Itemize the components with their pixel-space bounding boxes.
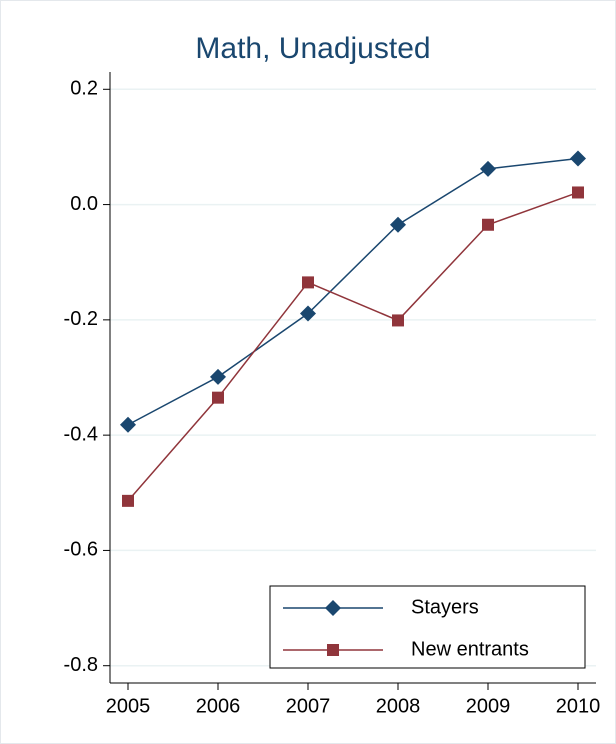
marker [390, 216, 406, 233]
x-tick-label: 2005 [106, 695, 151, 717]
y-tick-label: -0.2 [64, 308, 98, 330]
y-tick-label: -0.6 [64, 539, 98, 561]
marker [300, 305, 316, 322]
legend-label: New entrants [411, 638, 529, 660]
marker [572, 186, 584, 199]
x-tick-label: 2009 [466, 695, 511, 717]
marker [570, 150, 586, 167]
marker [302, 276, 314, 289]
x-tick-label: 2006 [196, 695, 241, 717]
x-tick-label: 2008 [376, 695, 421, 717]
marker [327, 644, 339, 656]
y-tick-label: -0.8 [64, 654, 98, 676]
x-tick-label: 2007 [286, 695, 331, 717]
y-tick-label: 0.2 [70, 78, 98, 100]
series-line [127, 157, 579, 426]
marker [392, 314, 404, 327]
x-tick-label: 2010 [556, 695, 601, 717]
marker [120, 416, 136, 433]
marker [325, 600, 341, 616]
y-tick-label: 0.0 [70, 193, 98, 215]
marker [122, 494, 134, 507]
marker [210, 368, 226, 385]
y-tick-label: -0.4 [64, 423, 98, 445]
chart-title: Math, Unadjusted [195, 32, 430, 65]
marker [212, 391, 224, 404]
legend-box [269, 585, 586, 669]
marker [482, 218, 494, 231]
legend-label: Stayers [411, 596, 479, 618]
marker [480, 160, 496, 177]
series-line [127, 191, 579, 502]
